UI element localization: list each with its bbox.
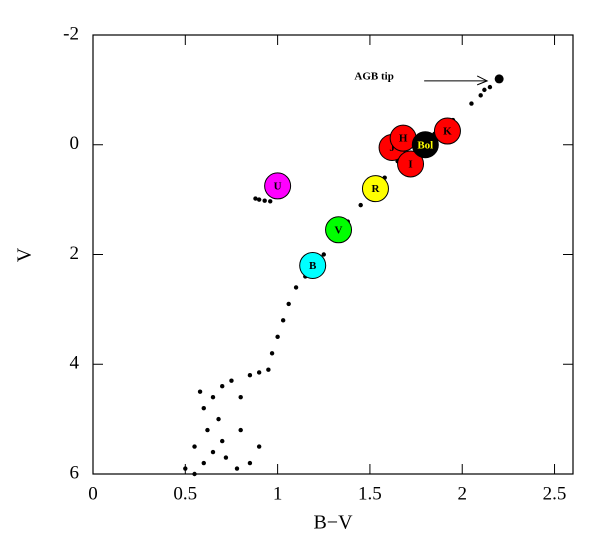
star-point — [256, 444, 262, 449]
filter-label: V — [335, 224, 343, 236]
filter-label: I — [408, 158, 412, 170]
star-point — [256, 197, 262, 202]
star-point — [247, 373, 253, 378]
y-tick-label: 6 — [70, 462, 80, 483]
filter-marker — [325, 216, 353, 244]
annotation: AGB tip — [354, 70, 393, 82]
filter-label: B — [309, 260, 317, 272]
star-point — [358, 202, 363, 208]
star-point — [253, 196, 258, 201]
star-point — [478, 93, 483, 98]
star-point — [183, 466, 188, 471]
filter-marker — [361, 175, 389, 203]
star-point — [269, 351, 275, 356]
filter-label: J — [389, 142, 395, 154]
star-point — [192, 471, 197, 477]
star-point — [210, 394, 216, 400]
star-point — [286, 301, 291, 307]
plot-frame — [92, 34, 574, 475]
x-tick-label: 1 — [273, 483, 283, 504]
star-point — [247, 460, 253, 466]
star-point — [234, 466, 240, 471]
x-tick-label: 0 — [88, 483, 98, 504]
star-point — [238, 427, 243, 433]
star-point — [229, 378, 234, 383]
star-point — [205, 427, 210, 433]
star-point — [192, 444, 197, 449]
y-tick-label: 4 — [70, 353, 80, 374]
star-point — [275, 334, 280, 340]
y-tick-label: -2 — [63, 23, 79, 44]
y-tick-label: 0 — [70, 133, 80, 154]
star-point — [220, 438, 225, 444]
filter-label: Bol — [417, 139, 433, 151]
filter-marker — [411, 131, 439, 159]
star-point — [210, 449, 216, 455]
filter-marker — [264, 172, 292, 200]
agb-tip-point — [494, 74, 504, 84]
x-tick-label: 2.5 — [543, 483, 567, 504]
x-tick-label: 2 — [457, 483, 467, 504]
star-point — [262, 198, 267, 203]
star-point — [216, 416, 221, 422]
star-point — [268, 199, 273, 204]
star-point — [293, 285, 299, 290]
star-point — [201, 405, 206, 411]
star-point — [321, 252, 326, 257]
x-tick-label: 0.5 — [173, 483, 197, 504]
star-point — [256, 370, 262, 375]
x-tick-label: 1.5 — [358, 483, 382, 504]
filter-label: R — [371, 183, 380, 195]
arrow-head — [476, 75, 489, 86]
star-point — [280, 318, 286, 323]
filter-marker — [299, 251, 327, 279]
star-point — [469, 101, 474, 106]
star-point — [223, 455, 229, 460]
filter-marker — [433, 117, 461, 145]
filter-label: H — [399, 133, 408, 145]
star-point — [197, 389, 203, 394]
y-tick-label: 2 — [70, 243, 80, 264]
x-axis-label: B−V — [313, 512, 353, 534]
star-point — [238, 394, 243, 400]
star-point — [266, 367, 271, 372]
filter-label: U — [274, 180, 282, 192]
filter-marker — [397, 150, 425, 178]
star-point — [487, 84, 493, 90]
star-point — [482, 87, 487, 93]
star-point — [220, 384, 225, 389]
y-axis-label: V — [14, 247, 36, 262]
filter-label: K — [443, 126, 452, 138]
star-point — [201, 460, 206, 466]
